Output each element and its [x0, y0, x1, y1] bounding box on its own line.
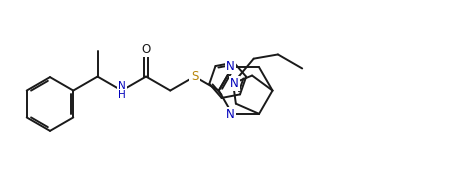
Text: N: N — [226, 60, 235, 73]
Text: N
H: N H — [118, 81, 125, 100]
Text: N: N — [226, 108, 235, 121]
Text: S: S — [191, 70, 198, 83]
Text: O: O — [141, 43, 151, 56]
Text: N: N — [230, 77, 238, 90]
